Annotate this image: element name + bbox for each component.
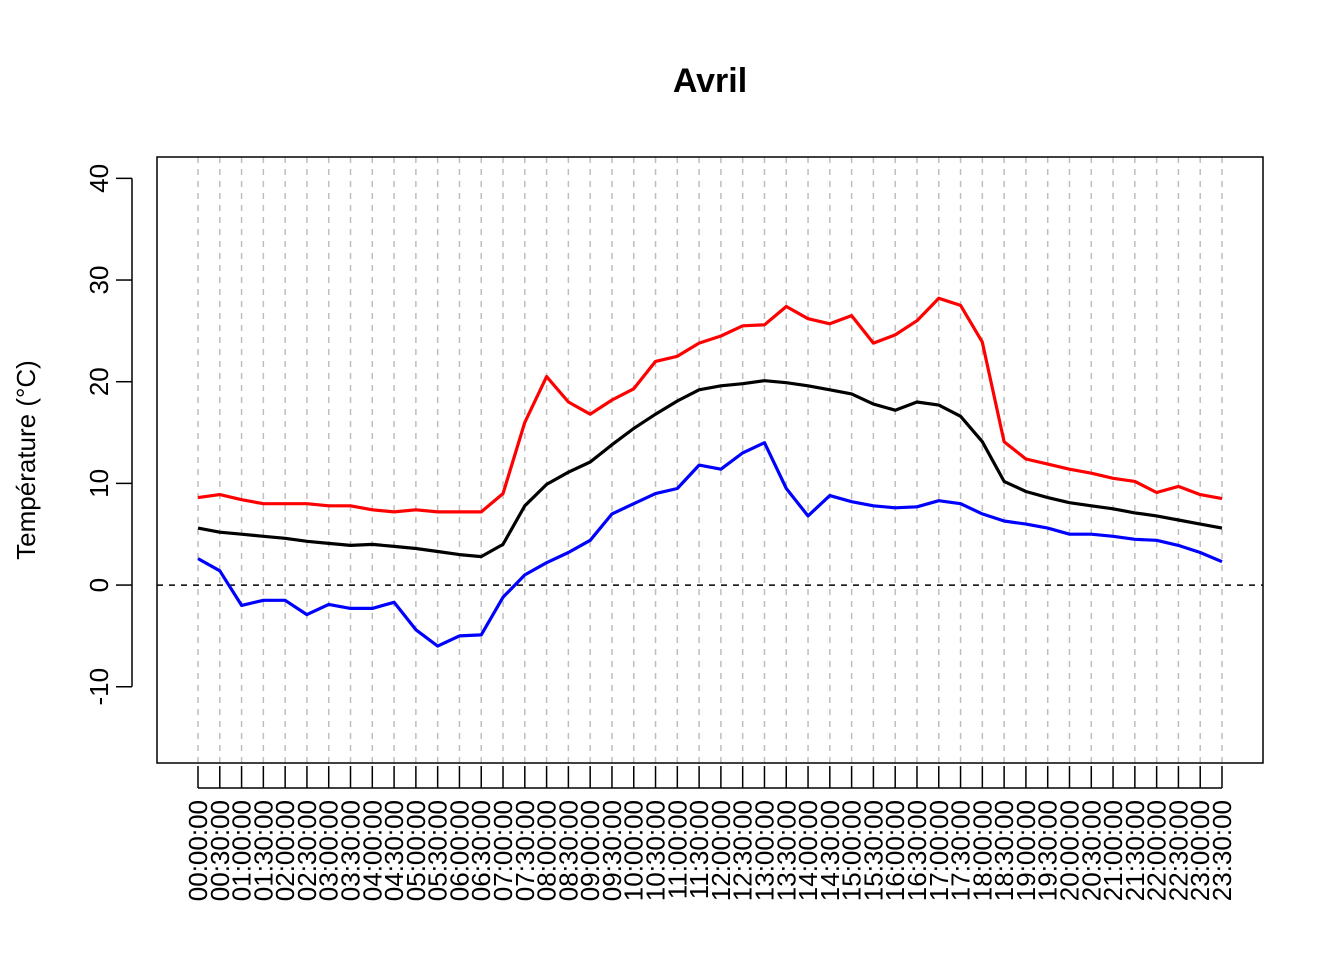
x-tick-label: 20:30:00 xyxy=(1076,800,1106,901)
x-tick-label: 12:30:00 xyxy=(728,800,758,901)
x-tick-label: 22:30:00 xyxy=(1163,800,1193,901)
x-tick-label: 16:00:00 xyxy=(880,800,910,901)
x-tick-label: 02:30:00 xyxy=(292,800,322,901)
y-axis: -10 0 10 20 30 40 xyxy=(84,164,133,706)
x-tick-label: 08:00:00 xyxy=(532,800,562,901)
y-tick-label: 10 xyxy=(84,469,114,498)
series-line-2 xyxy=(197,379,1223,559)
x-tick-label: 22:00:00 xyxy=(1142,800,1172,901)
y-axis-label: Température (°C) xyxy=(11,360,41,560)
x-tick-label: 23:00:00 xyxy=(1185,800,1215,901)
x-tick-label: 03:00:00 xyxy=(314,800,344,901)
x-tick-label: 08:30:00 xyxy=(553,800,583,901)
series-line-1 xyxy=(197,296,1223,514)
x-tick-label: 01:00:00 xyxy=(227,800,257,901)
x-tick-label: 23:30:00 xyxy=(1207,800,1237,901)
x-tick-label: 19:00:00 xyxy=(1011,800,1041,901)
chart-title: Avril xyxy=(673,62,747,100)
x-tick-label: 05:30:00 xyxy=(423,800,453,901)
series-line-3 xyxy=(197,441,1223,648)
x-axis: 00:00:0000:30:0001:00:0001:30:0002:00:00… xyxy=(183,766,1237,901)
x-tick-label: 05:00:00 xyxy=(401,800,431,901)
x-tick-label: 17:30:00 xyxy=(946,800,976,901)
x-tick-label: 00:30:00 xyxy=(205,800,235,901)
x-tick-label: 13:30:00 xyxy=(771,800,801,901)
x-tick-label: 00:00:00 xyxy=(183,800,213,901)
x-tick-label: 04:30:00 xyxy=(379,800,409,901)
x-tick-label: 03:30:00 xyxy=(336,800,366,901)
plot-frame xyxy=(156,156,1264,764)
x-tick-label: 19:30:00 xyxy=(1033,800,1063,901)
x-tick-label: 15:30:00 xyxy=(858,800,888,901)
x-tick-label: 11:00:00 xyxy=(662,800,692,899)
x-tick-label: 11:30:00 xyxy=(684,800,714,899)
x-tick-label: 14:30:00 xyxy=(815,800,845,901)
x-tick-label: 16:30:00 xyxy=(902,800,932,901)
x-tick-label: 13:00:00 xyxy=(750,800,780,901)
y-tick-label: 30 xyxy=(84,266,114,295)
x-tick-label: 01:30:00 xyxy=(248,800,278,901)
x-tick-label: 02:00:00 xyxy=(270,800,300,901)
y-tick-label: -10 xyxy=(84,668,114,706)
x-tick-label: 07:00:00 xyxy=(488,800,518,901)
x-tick-label: 20:00:00 xyxy=(1055,800,1085,901)
x-tick-label: 10:30:00 xyxy=(641,800,671,901)
series-lines xyxy=(197,296,1223,648)
x-tick-label: 06:00:00 xyxy=(444,800,474,901)
vertical-grid xyxy=(197,157,1223,763)
x-tick-label: 18:30:00 xyxy=(989,800,1019,901)
x-tick-label: 12:00:00 xyxy=(706,800,736,901)
y-tick-label: 20 xyxy=(84,367,114,396)
x-tick-label: 21:00:00 xyxy=(1098,800,1128,901)
y-tick-label: 0 xyxy=(84,578,114,592)
x-tick-label: 15:00:00 xyxy=(837,800,867,901)
x-tick-label: 18:00:00 xyxy=(967,800,997,901)
y-tick-label: 40 xyxy=(84,164,114,193)
x-tick-label: 09:00:00 xyxy=(575,800,605,901)
x-tick-label: 10:00:00 xyxy=(619,800,649,901)
x-tick-label: 06:30:00 xyxy=(466,800,496,901)
x-tick-label: 14:00:00 xyxy=(793,800,823,901)
x-tick-label: 04:00:00 xyxy=(357,800,387,901)
x-tick-label: 07:30:00 xyxy=(510,800,540,901)
x-tick-label: 21:30:00 xyxy=(1120,800,1150,901)
x-tick-label: 09:30:00 xyxy=(597,800,627,901)
x-tick-label: 17:00:00 xyxy=(924,800,954,901)
